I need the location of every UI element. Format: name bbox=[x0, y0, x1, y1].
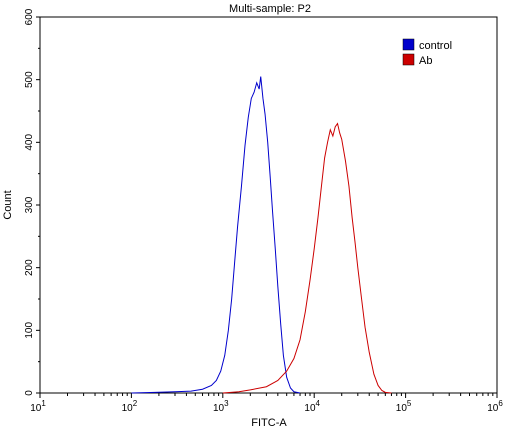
legend-label: control bbox=[419, 40, 452, 52]
plot-frame bbox=[39, 16, 498, 394]
y-tick-label: 200 bbox=[24, 259, 35, 276]
x-tick-label: 101 bbox=[30, 399, 46, 414]
y-tick-label: 100 bbox=[24, 322, 35, 339]
series-line-ab bbox=[222, 122, 392, 394]
y-tick-label: 600 bbox=[24, 8, 35, 25]
x-tick-label: 105 bbox=[396, 399, 412, 414]
y-tick-label: 300 bbox=[24, 196, 35, 213]
y-axis-title: Count bbox=[2, 190, 14, 219]
series-line-control bbox=[131, 76, 301, 394]
y-tick-label: 0 bbox=[24, 390, 35, 396]
x-tick-label: 103 bbox=[213, 399, 229, 414]
y-axis: 0 100 200 300 400 500 600 bbox=[24, 8, 40, 396]
legend: control Ab bbox=[402, 38, 452, 67]
x-tick-label: 102 bbox=[122, 399, 138, 414]
series-layer bbox=[131, 76, 392, 394]
x-axis-title: FITC-A bbox=[251, 417, 287, 429]
legend-swatch bbox=[402, 53, 415, 66]
legend-swatch bbox=[402, 38, 415, 51]
x-tick-label: 106 bbox=[487, 399, 503, 414]
x-tick-label: 104 bbox=[304, 399, 320, 414]
y-tick-label: 400 bbox=[24, 134, 35, 151]
x-axis: 101 102 103 104 105 106 bbox=[30, 393, 503, 414]
legend-label: Ab bbox=[419, 55, 432, 67]
y-tick-label: 500 bbox=[24, 71, 35, 88]
chart-title: Multi-sample: P2 bbox=[229, 3, 311, 15]
plot-border bbox=[39, 16, 498, 394]
